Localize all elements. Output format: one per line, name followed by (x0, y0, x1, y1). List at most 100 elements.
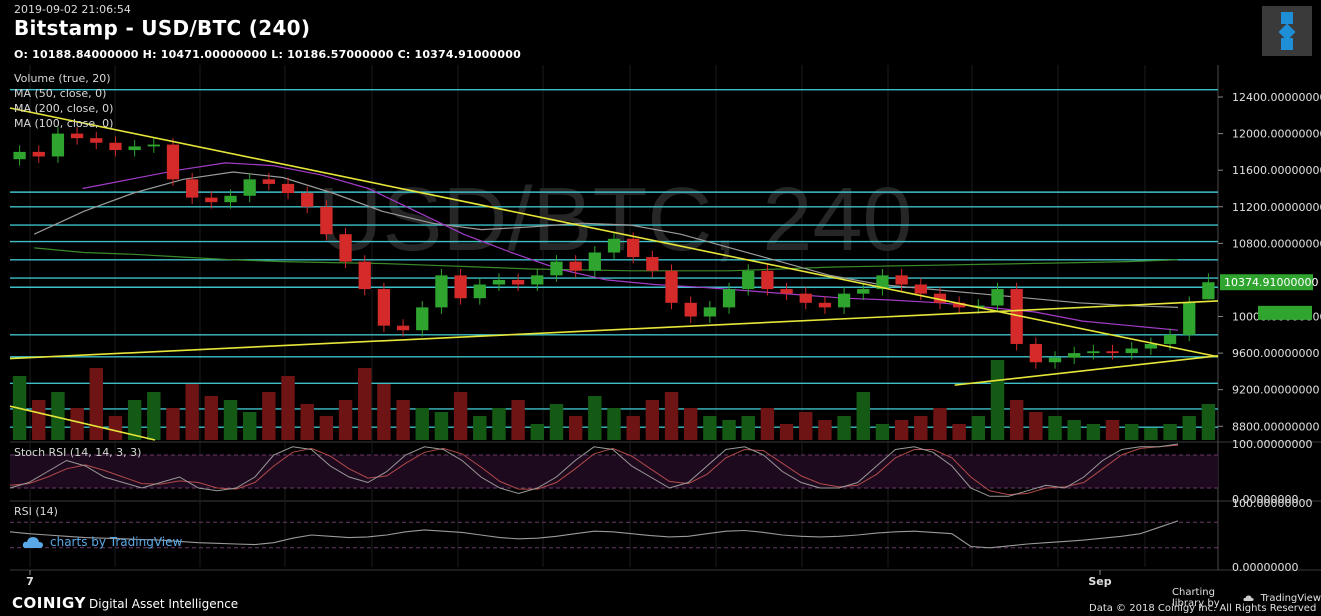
volume-bar (511, 400, 525, 440)
coinigy-tagline: Digital Asset Intelligence (89, 597, 239, 611)
volume-bar (1105, 420, 1120, 440)
volume-bar (108, 416, 123, 440)
coinigy-brand: COINIGY (12, 594, 86, 612)
watermark: USD/BTC, 240 (317, 170, 912, 270)
last-price-label: 10374.91000000 (1224, 276, 1318, 289)
candle-body (876, 275, 889, 290)
candle-body (531, 275, 544, 285)
price-tick-label: 11600.00000000 (1232, 164, 1321, 177)
candle-body (492, 279, 506, 285)
candle-body (147, 144, 160, 147)
tradingview-brand: TradingView (1260, 592, 1321, 604)
indicator-ma100[interactable]: MA (100, close, 0) (14, 117, 114, 130)
volume-bar (990, 360, 1005, 440)
volume-bar (1144, 428, 1158, 440)
candle-body (435, 275, 448, 308)
candle-body (991, 289, 1004, 306)
volume-bar (530, 424, 545, 440)
charting-library-credit[interactable]: Charting library by TradingView (1172, 587, 1321, 609)
volume-bar (377, 384, 391, 440)
volume-bar (415, 408, 429, 440)
volume-bar (1067, 420, 1081, 440)
candle-body (1068, 353, 1081, 358)
candle-body (837, 293, 851, 308)
indicator-ma50[interactable]: MA (50, close, 0) (14, 87, 107, 100)
volume-bar (319, 416, 334, 440)
volume-bar (741, 416, 755, 440)
candle-body (396, 325, 410, 331)
ma-price-tag (1258, 305, 1312, 320)
coinigy-logo-icon (1262, 6, 1312, 56)
volume-bar (473, 416, 487, 440)
candle-body (224, 195, 237, 203)
volume-bar (952, 424, 966, 440)
candle-body (1029, 343, 1042, 363)
candle-body (186, 179, 199, 198)
volume-bar (549, 404, 564, 440)
tradingview-link[interactable]: charts by TradingView (22, 535, 182, 549)
candle-body (281, 183, 295, 194)
volume-bar (396, 400, 410, 440)
candle-body (473, 284, 486, 299)
stoch-tick-label: 0.00000000 (1232, 493, 1298, 506)
ma50-line (82, 162, 1179, 331)
volume-bar (588, 396, 602, 440)
volume-bar (568, 416, 583, 440)
volume-bar (703, 416, 717, 440)
candle-body (1048, 357, 1062, 363)
volume-bar (607, 408, 621, 440)
stoch-d-line (9, 444, 1179, 496)
volume-bar (1182, 416, 1196, 440)
volume-bar (1009, 400, 1024, 440)
rsi-line (9, 520, 1179, 549)
candle-body (799, 293, 812, 303)
candle-body (358, 261, 371, 290)
indicator-ma200[interactable]: MA (200, close, 0) (14, 102, 114, 115)
indicator-volume[interactable]: Volume (true, 20) (14, 72, 111, 85)
volume-bar (626, 416, 640, 440)
candle-body (1202, 282, 1215, 300)
ma200-line (34, 247, 1179, 272)
candle-body (607, 238, 621, 253)
volume-bar (223, 400, 238, 440)
volume-bar (837, 416, 851, 440)
volume-bar (281, 376, 295, 440)
volume-bar (779, 424, 794, 440)
ma100-line (33, 171, 1179, 308)
price-tick-label: 10800.00000000 (1232, 237, 1321, 250)
candle-body (243, 179, 256, 196)
candle-body (1010, 289, 1023, 344)
candle-body (320, 206, 333, 235)
candle-body (1106, 351, 1119, 354)
candle-body (262, 179, 275, 184)
stoch-title: Stoch RSI (14, 14, 3, 3) (14, 446, 141, 459)
volume-bar (645, 400, 660, 440)
candle-body (339, 234, 352, 262)
rsi-tick-label: 100.00000000 (1232, 497, 1312, 510)
volume-bar (933, 408, 947, 440)
candle-body (569, 261, 582, 271)
candle-body (1163, 334, 1177, 344)
candle-body (70, 133, 84, 139)
x-tick-label: 7 (26, 575, 34, 588)
candle-body (761, 270, 774, 290)
candle-body (684, 302, 697, 317)
price-tick-label: 9200.00000000 (1232, 384, 1319, 397)
volume-bar (1086, 424, 1101, 440)
candle-body (1087, 351, 1100, 354)
candle-body (454, 275, 467, 299)
tradingview-link-label[interactable]: charts by TradingView (50, 535, 183, 549)
volume-bar (51, 392, 65, 440)
volume-bar (1201, 404, 1216, 440)
charting-library-label: Charting library by (1172, 587, 1220, 609)
candle-body (953, 302, 966, 308)
last-price-tag (1220, 274, 1313, 291)
candle-body (857, 289, 870, 294)
price-tick-label: 11200.00000000 (1232, 201, 1321, 214)
trendline-2 (954, 355, 1219, 386)
volume-bar (664, 392, 679, 440)
candle-body (166, 144, 180, 180)
stoch-band (10, 455, 1218, 488)
volume-bar (300, 404, 314, 440)
